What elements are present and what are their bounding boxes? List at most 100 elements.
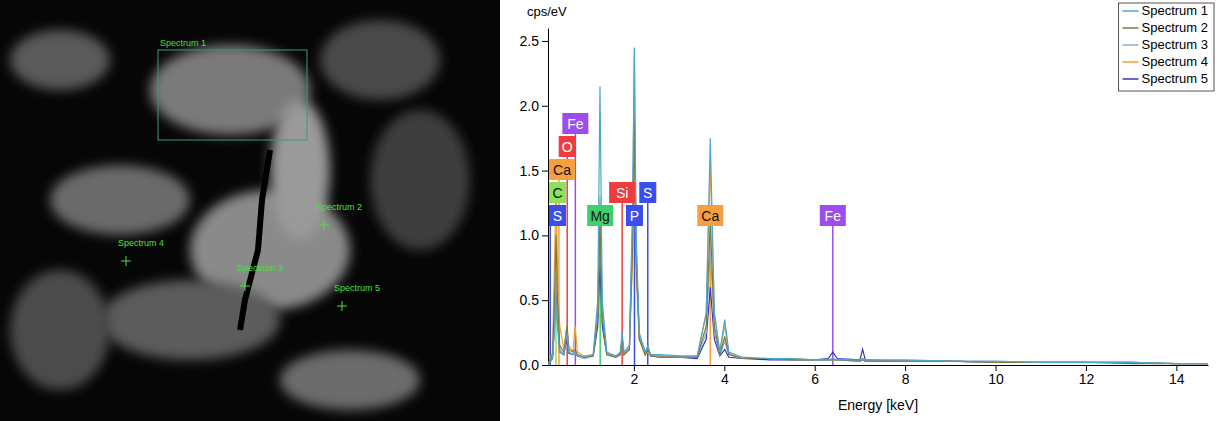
- legend: Spectrum 1 Spectrum 2 Spectrum 3 Spectrum 4…: [1119, 3, 1214, 91]
- element-marker: [647, 203, 649, 365]
- y-axis-line: [548, 29, 549, 366]
- element-label-box: [639, 182, 656, 203]
- micrograph-texture: [280, 350, 420, 410]
- element-label: Fe: [820, 205, 846, 226]
- element-label-box: [562, 113, 588, 134]
- element-labels: CSFeCaOMgSiPSCaFe: [549, 113, 846, 226]
- x-tick-label: 2: [630, 371, 638, 387]
- spectrum-point: [337, 301, 347, 311]
- micrograph-texture: [10, 270, 110, 390]
- element-label: C: [549, 182, 566, 203]
- legend-swatch: [1123, 78, 1139, 80]
- y-tick-label: 2.0: [520, 98, 540, 114]
- legend-swatch: [1123, 44, 1139, 46]
- y-tick-label: 0.0: [520, 357, 540, 373]
- x-tick: 14: [1169, 365, 1185, 387]
- spectrum-area: [158, 50, 307, 140]
- plot-area: [548, 47, 1208, 365]
- x-tick: 6: [811, 365, 819, 387]
- spectrum-point: [319, 220, 329, 230]
- x-tick: 4: [721, 365, 729, 387]
- x-tick-label: 10: [988, 371, 1004, 387]
- element-label: O: [559, 136, 576, 157]
- legend-label: Spectrum 2: [1142, 20, 1208, 35]
- legend-label: Spectrum 1: [1142, 3, 1208, 18]
- x-tick: 12: [1079, 365, 1095, 387]
- element-label-box: [820, 205, 846, 226]
- micrograph-texture: [370, 110, 470, 250]
- y-tick-mark: [542, 300, 548, 301]
- y-tick: 2.0: [520, 98, 548, 114]
- element-marker: [634, 226, 636, 365]
- y-tick: 0.0: [520, 357, 548, 373]
- x-tick-label: 14: [1169, 371, 1185, 387]
- y-tick: 2.5: [520, 33, 548, 49]
- micrograph-texture: [50, 165, 190, 235]
- element-label-text: Fe: [567, 116, 584, 132]
- spectrum-point: [240, 281, 250, 291]
- element-label-box: [549, 205, 566, 226]
- y-tick-label: 0.5: [520, 292, 540, 308]
- element-label-box: [626, 205, 643, 226]
- x-tick: 8: [902, 365, 910, 387]
- legend-label: Spectrum 3: [1142, 37, 1208, 52]
- element-label-box: [609, 182, 635, 203]
- legend-swatch: [1123, 27, 1139, 29]
- x-axis-title: Energy [keV]: [838, 397, 918, 413]
- spectrum-line: [548, 47, 1208, 365]
- x-tick: 10: [988, 365, 1004, 387]
- spectrum-line: [548, 119, 1208, 365]
- spectrum-label: Spectrum 4: [118, 238, 164, 248]
- element-label: P: [626, 205, 643, 226]
- spectrum-label: Spectrum 1: [160, 38, 206, 48]
- element-label: Ca: [697, 205, 723, 226]
- legend-box: [1119, 3, 1214, 91]
- spectrum-line: [548, 164, 1208, 365]
- element-label-box: [559, 136, 576, 157]
- micrograph-texture: [100, 280, 280, 360]
- element-label-text: P: [630, 208, 639, 224]
- spectrum-label: Spectrum 3: [237, 263, 283, 273]
- y-tick-label: 1.5: [520, 163, 540, 179]
- x-tick-label: 4: [721, 371, 729, 387]
- element-label: Ca: [549, 159, 575, 180]
- element-label-text: O: [562, 139, 573, 155]
- legend-label: Spectrum 4: [1142, 54, 1208, 69]
- x-tick-label: 8: [902, 371, 910, 387]
- element-label: S: [549, 205, 566, 226]
- element-label: Mg: [587, 205, 613, 226]
- y-axis-title: cps/eV: [527, 4, 567, 19]
- y-tick: 0.5: [520, 292, 548, 308]
- legend-swatch: [1123, 61, 1139, 63]
- element-label-text: Mg: [590, 208, 609, 224]
- element-label-text: S: [643, 185, 652, 201]
- x-axis: 2 4 6 8 10 12 14: [549, 365, 1209, 387]
- element-label-text: Ca: [553, 162, 571, 178]
- y-tick-label: 1.0: [520, 227, 540, 243]
- micrograph-crack: [240, 150, 270, 330]
- element-label: S: [639, 182, 656, 203]
- micrograph-background: [0, 0, 500, 421]
- spectrum-line: [548, 106, 1208, 365]
- chart: 2 4 6 8 10 12 14 0.0 0.5 1.0 1.5 2.0 2.5 cps/eV Energy…: [520, 3, 1214, 413]
- element-label-box: [697, 205, 723, 226]
- y-tick-mark: [542, 365, 548, 366]
- element-label-box: [549, 182, 566, 203]
- element-label-text: Fe: [825, 208, 842, 224]
- x-axis-line: [549, 365, 1209, 366]
- y-tick-mark: [542, 106, 548, 107]
- element-marker: [832, 226, 834, 365]
- micrograph-texture: [10, 30, 110, 90]
- spectrum-label: Spectrum 5: [334, 283, 380, 293]
- x-tick-label: 6: [811, 371, 819, 387]
- element-label: Si: [609, 182, 635, 203]
- element-label-text: Ca: [701, 208, 719, 224]
- y-tick: 1.0: [520, 227, 548, 243]
- element-label-text: S: [553, 208, 562, 224]
- y-tick-mark: [542, 235, 548, 236]
- spectrum-line: [548, 54, 1208, 365]
- legend-swatch: [1123, 10, 1139, 12]
- y-tick-mark: [542, 171, 548, 172]
- spectrum-label: Spectrum 2: [316, 202, 362, 212]
- x-tick-label: 12: [1079, 371, 1095, 387]
